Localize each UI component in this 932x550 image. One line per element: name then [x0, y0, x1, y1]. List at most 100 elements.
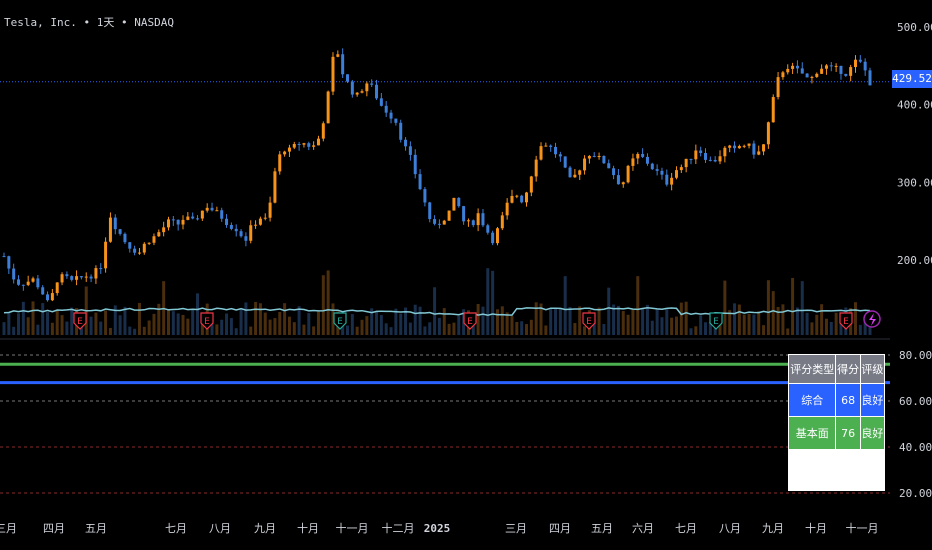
volume-bar — [607, 287, 611, 335]
row-type: 基本面 — [787, 416, 837, 450]
candle-body — [147, 242, 151, 244]
candle-body — [824, 65, 828, 69]
volume-bar — [636, 276, 640, 335]
candle-body — [708, 159, 712, 161]
candle-body — [500, 215, 504, 229]
volume-bar — [515, 321, 519, 335]
candle-body — [258, 218, 262, 225]
volume-bar — [704, 322, 708, 335]
volume-bar — [670, 317, 674, 335]
candle-body — [152, 236, 156, 243]
candle-body — [345, 74, 349, 82]
candle-body — [665, 174, 669, 185]
volume-bar — [752, 314, 756, 335]
candle-body — [810, 76, 814, 78]
volume-bar — [481, 306, 485, 335]
candle-body — [273, 171, 277, 203]
candle-body — [283, 151, 287, 155]
volume-bar — [108, 327, 112, 335]
candle-body — [718, 156, 722, 162]
volume-bar — [699, 315, 703, 335]
score-table-header: 评分类型 得分 评级 — [787, 354, 886, 384]
volume-bar — [747, 313, 751, 335]
time-tick-label: 七月 — [675, 522, 697, 535]
time-tick-label: 五月 — [591, 522, 613, 535]
volume-bar — [708, 322, 712, 335]
volume-bar — [694, 326, 698, 335]
volume-bar — [776, 306, 780, 335]
earnings-marker-label: E — [77, 317, 83, 327]
earnings-marker — [582, 312, 596, 330]
candle-body — [307, 143, 311, 147]
last-price-label: 429.52 — [892, 70, 932, 88]
volume-bar — [128, 326, 132, 335]
candle-body — [375, 84, 379, 99]
candle-body — [505, 202, 509, 216]
candle-body — [297, 143, 301, 145]
candle-body — [215, 210, 219, 212]
volume-bar — [254, 301, 258, 335]
candle-body — [94, 268, 98, 279]
volume-bar — [365, 316, 369, 335]
candle-body — [539, 146, 543, 160]
volume-bar — [341, 324, 345, 335]
volume-bar — [331, 303, 335, 335]
volume-bar — [65, 321, 69, 335]
candle-body — [408, 146, 412, 155]
candle-body — [747, 143, 751, 146]
volume-bar — [26, 317, 30, 335]
volume-bar — [307, 313, 311, 335]
candle-body — [641, 153, 645, 157]
candle-body — [820, 68, 824, 74]
volume-bar — [196, 293, 200, 335]
volume-bar — [791, 277, 795, 335]
row-score: 68 — [835, 383, 861, 417]
volume-bar — [137, 302, 141, 335]
candle-body — [292, 143, 296, 148]
candle-body — [568, 167, 572, 178]
volume-bar — [539, 303, 543, 335]
candle-body — [781, 72, 785, 78]
volume-bar — [312, 326, 316, 335]
candle-body — [660, 170, 664, 175]
candle-body — [205, 207, 209, 211]
candle-body — [26, 281, 30, 285]
volume-bar — [244, 302, 248, 335]
candle-body — [166, 219, 170, 228]
candle-body — [544, 145, 548, 147]
volume-bar — [176, 313, 180, 335]
candle-body — [733, 145, 737, 149]
candle-body — [481, 213, 485, 226]
candle-body — [278, 154, 282, 172]
volume-bar — [41, 303, 45, 335]
candle-body — [181, 219, 185, 225]
candle-body — [41, 287, 45, 295]
volume-bar — [113, 305, 117, 335]
candle-body — [636, 153, 640, 159]
volume-bar — [133, 328, 137, 335]
time-tick-label: 六月 — [632, 522, 654, 535]
candle-body — [786, 68, 790, 73]
earnings-marker-label: E — [337, 317, 343, 327]
candle-body — [457, 197, 461, 207]
volume-bar — [592, 320, 596, 335]
time-tick-label: 十一月 — [336, 521, 369, 535]
candle-body — [89, 276, 93, 279]
time-tick-label: 四月 — [43, 522, 65, 535]
candle-body — [7, 256, 11, 269]
candle-body — [723, 147, 727, 157]
candle-body — [800, 68, 804, 74]
volume-bar — [476, 303, 480, 335]
volume-bar — [147, 320, 151, 335]
candle-body — [689, 158, 693, 160]
volume-bar — [713, 328, 717, 335]
volume-ma-line — [3, 306, 871, 316]
time-tick-label: 十一月 — [846, 521, 879, 535]
score-tick-label: 80.00 — [899, 349, 932, 362]
candle-body — [302, 143, 306, 145]
volume-bar — [839, 322, 843, 335]
volume-bar — [529, 319, 533, 335]
volume-bar — [7, 312, 11, 335]
volume-bar — [418, 306, 422, 335]
